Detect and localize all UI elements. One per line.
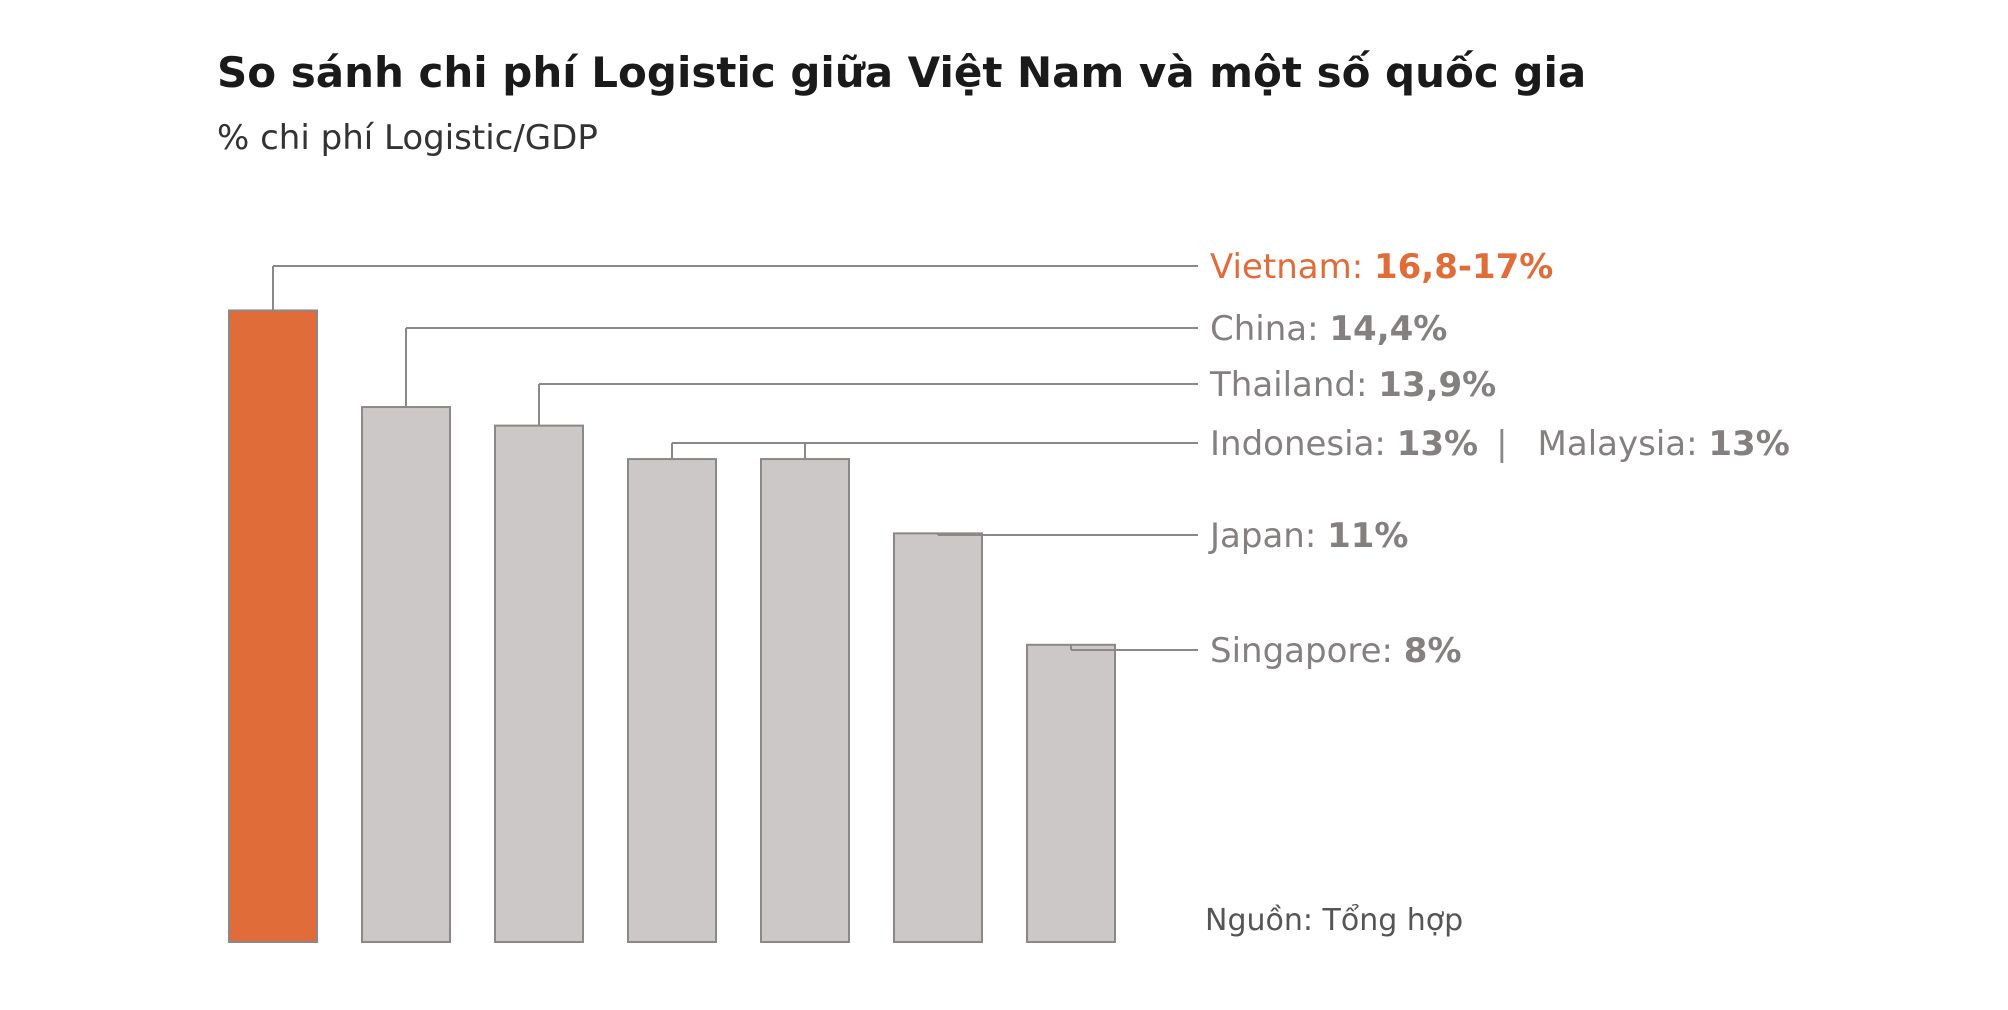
category-label-japan: Japan: [1208, 516, 1327, 556]
bar-vietnam [228, 309, 318, 943]
label-separator: | [1496, 424, 1507, 464]
data-label-japan: 11% [1327, 516, 1408, 556]
label-vietnam: Vietnam: 16,8-17% [1210, 247, 1553, 287]
chart-title: So sánh chi phí Logistic giữa Việt Nam v… [217, 48, 1587, 97]
bar-japan [893, 532, 983, 943]
source-note: Nguồn: Tổng hợp [1205, 902, 1463, 938]
data-label-china: 14,4% [1329, 309, 1447, 349]
data-label-singapore: 8% [1404, 631, 1462, 671]
bar-singapore [1026, 643, 1116, 943]
data-label-thailand: 13,9% [1378, 365, 1496, 405]
category-label-china: China: [1210, 309, 1329, 349]
category-label-malaysia: Malaysia: [1538, 424, 1709, 464]
leader-lines [272, 265, 1198, 651]
label-china: China: 14,4% [1210, 309, 1447, 349]
category-label-singapore: Singapore: [1210, 631, 1404, 671]
data-label-indonesia: 13% [1397, 424, 1478, 464]
bars-group [228, 309, 1116, 944]
category-label-indonesia: Indonesia: [1210, 424, 1397, 464]
value-labels: Vietnam: 16,8-17% China: 14,4% Thailand: 1… [1208, 247, 1790, 671]
bar-china [361, 406, 451, 944]
category-label-thailand: Thailand: [1209, 365, 1378, 405]
bar-thailand [494, 424, 584, 943]
category-label-vietnam: Vietnam: [1210, 247, 1374, 287]
label-singapore: Singapore: 8% [1210, 631, 1462, 671]
data-label-vietnam: 16,8-17% [1374, 247, 1553, 287]
label-japan: Japan: 11% [1208, 516, 1408, 556]
bar-indonesia [627, 458, 717, 943]
label-indonesia-malaysia: Indonesia: 13% | Malaysia: 13% [1210, 424, 1790, 464]
chart-subtitle: % chi phí Logistic/GDP [217, 118, 598, 158]
label-thailand: Thailand: 13,9% [1209, 365, 1496, 405]
data-label-malaysia: 13% [1708, 424, 1789, 464]
bar-malaysia [760, 458, 850, 943]
